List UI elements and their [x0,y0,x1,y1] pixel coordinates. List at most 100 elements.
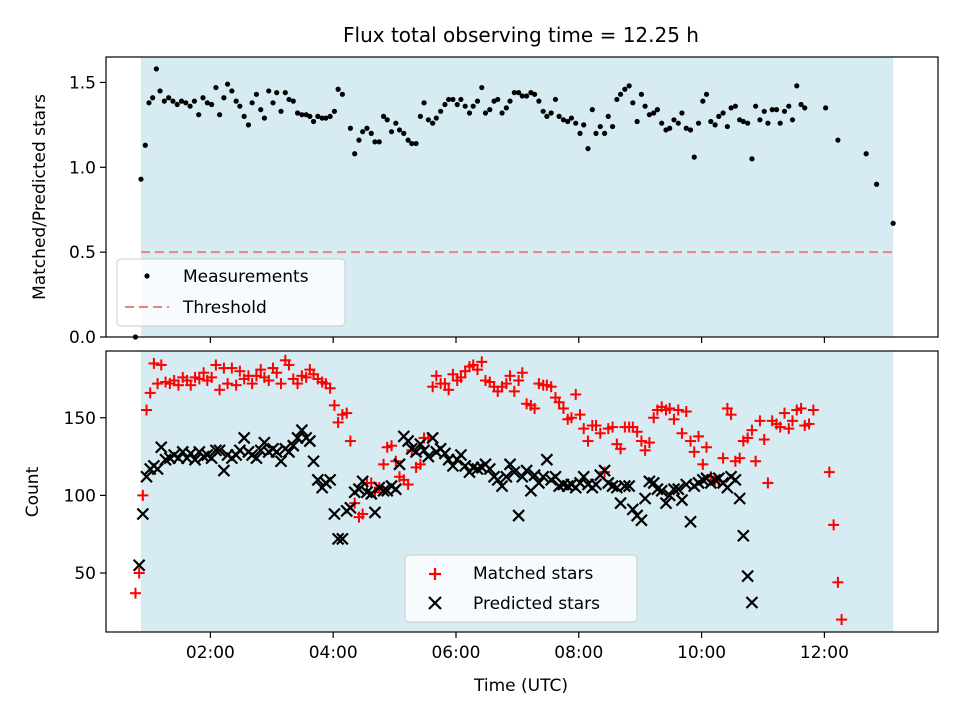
predicted-star-point [368,506,382,519]
measurement-point [335,86,341,92]
measurement-point [270,100,276,106]
measurement-point [474,98,481,104]
measurement-point [372,139,378,145]
matched-star-point [565,412,577,424]
measurement-point [659,120,665,126]
measurement-legend-marker [144,273,150,279]
legend-box [116,258,346,327]
measurement-point [216,112,223,118]
measurement-point [753,103,759,109]
matched-star-point [210,359,222,371]
measurement-point [745,120,751,126]
predicted-star-point [295,423,309,437]
predicted-star-point [540,453,554,466]
measurement-point [229,88,235,94]
matched-star-point [193,373,205,385]
measurement-point [253,91,260,97]
legend-label-measurements: Measurements [183,267,309,287]
predicted-star-point [323,473,337,487]
measurement-point [794,83,800,89]
measurement-point [405,137,411,143]
measurement-point [261,115,268,121]
predicted-star-point [286,439,300,452]
measurement-point [161,98,167,104]
matched-star-point [574,409,586,421]
matched-star-point [648,412,660,424]
matched-star-point [570,388,582,400]
measurement-point [740,118,746,125]
measurement-point [331,108,338,114]
predicted-star-point [282,445,296,459]
measurement-point [646,112,653,118]
matched-star-point [357,508,369,520]
predicted-star-point [483,462,497,476]
measurement-point [466,110,473,116]
measurement-point [142,142,148,148]
predicted-star-point [311,473,325,487]
legend: Matched stars Predicted stars [404,554,638,623]
measurement-point [798,101,804,108]
matched-star-point [141,404,153,416]
measurement-point [479,84,485,91]
predicted-legend-marker [428,596,442,610]
measurement-point [675,120,681,126]
matched-star-point [341,407,353,419]
measurement-point [421,100,427,106]
predicted-star-point [659,496,673,510]
x-tick-label: 02:00 [186,643,235,663]
measurement-point [638,91,645,97]
measurement-point [531,91,538,97]
matched-star-point [635,435,647,447]
predicted-star-point [512,509,525,522]
predicted-star-point [663,489,676,502]
matched-star-point [414,458,426,470]
measurement-point [360,129,366,135]
predicted-star-point [377,484,390,498]
measurement-point [438,108,444,114]
predicted-star-point [638,492,652,505]
predicted-star-point [536,470,550,484]
predicted-star-point [393,458,406,471]
measurement-point [409,140,415,147]
measurement-point [724,123,730,130]
measurement-point [781,108,788,114]
matched-star-point [721,402,733,414]
measurement-point [863,151,869,157]
matched-star-point [631,426,643,438]
ratio-panel: 0.0 0.5 1.0 1.5 Matched/Predicted stars Mea… [30,56,939,348]
measurement-point [622,86,628,92]
measurement-point [183,100,189,106]
y-axis-label: Count [23,466,43,517]
y-tick-label: 0.0 [69,328,96,348]
measurement-point [716,113,722,119]
predicted-star-point [331,532,345,546]
matched-star-point [668,413,680,425]
matched-star-point [778,407,790,419]
predicted-star-point [270,445,283,459]
measurement-point [890,220,896,226]
measurement-point [249,100,255,106]
measurement-point [585,146,591,152]
matched-star-point [332,416,344,428]
matched-star-point [250,370,262,382]
predicted-star-point [577,470,590,484]
matched-star-point [344,435,356,447]
measurement-point [450,96,456,103]
measurement-point [761,108,767,114]
measurement-point [667,125,673,131]
measurement-point [221,95,227,101]
predicted-star-point [667,482,681,496]
matched-star-point [230,379,242,391]
predicted-star-point [696,473,710,487]
measurement-point [708,118,714,125]
measurement-point [307,113,313,119]
measurement-point [728,105,734,111]
measurement-point [695,120,702,126]
matched-star-point [607,421,619,433]
measurement-point [617,91,624,97]
predicted-star-point [737,529,750,543]
measurement-point [802,105,808,111]
measurement-point [352,151,358,157]
measurement-point [299,112,305,118]
